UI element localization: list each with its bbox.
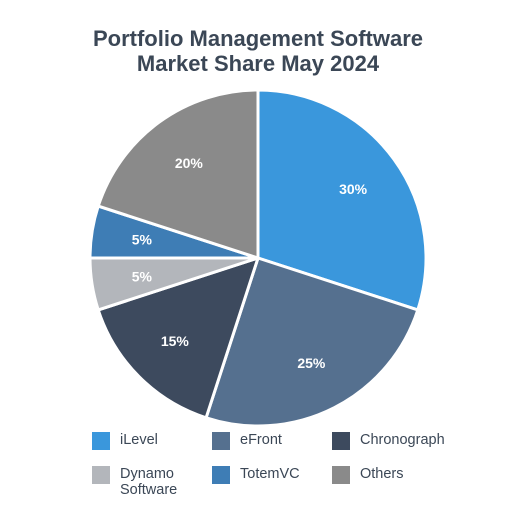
legend-swatch xyxy=(212,466,230,484)
slice-label-efront: 25% xyxy=(297,355,326,371)
chart-title-line-2: Market Share May 2024 xyxy=(136,51,380,76)
legend-item-chronograph: Chronograph xyxy=(332,432,445,450)
legend-swatch xyxy=(212,432,230,450)
chart-title-line-1: Portfolio Management Software xyxy=(92,26,424,51)
legend-swatch xyxy=(92,466,110,484)
legend-label: Others xyxy=(360,466,404,482)
legend-swatch xyxy=(92,432,110,450)
legend-label: eFront xyxy=(240,432,282,448)
legend-label: Chronograph xyxy=(360,432,445,448)
legend-item-ilevel: iLevel xyxy=(92,432,158,450)
slice-label-totemvc: 5% xyxy=(132,232,153,248)
legend-item-others: Others xyxy=(332,466,404,484)
legend-label: TotemVC xyxy=(240,466,300,482)
legend-label: iLevel xyxy=(120,432,158,448)
slice-label-others: 20% xyxy=(175,155,204,171)
legend-item-efront: eFront xyxy=(212,432,282,450)
legend-item-totemvc: TotemVC xyxy=(212,466,300,484)
legend-label: Dynamo Software xyxy=(120,466,178,498)
pie-slice-efront xyxy=(204,256,420,428)
legend-swatch xyxy=(332,432,350,450)
slice-label-chronograph: 15% xyxy=(161,333,190,349)
legend-swatch xyxy=(332,466,350,484)
slice-label-dynamo-software: 5% xyxy=(132,268,153,284)
slice-label-ilevel: 30% xyxy=(339,181,368,197)
chart-title: Portfolio Management Software Market Sha… xyxy=(0,26,516,76)
pie-slice-others xyxy=(96,88,260,260)
pie-slice-ilevel xyxy=(256,88,428,312)
legend-item-dynamo-software: Dynamo Software xyxy=(92,466,177,498)
